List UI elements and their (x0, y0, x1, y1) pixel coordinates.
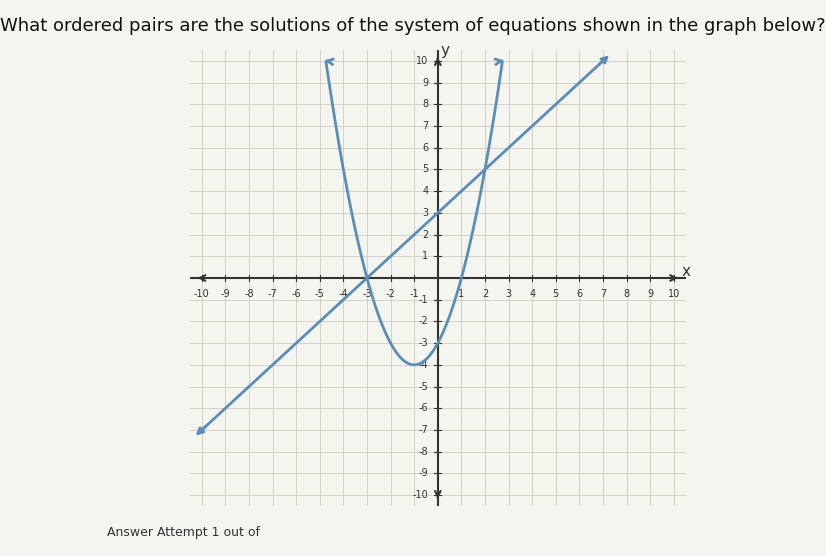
Text: -1: -1 (419, 295, 429, 305)
Text: -10: -10 (413, 490, 429, 500)
Text: -8: -8 (244, 289, 254, 299)
Text: -3: -3 (419, 338, 429, 348)
Text: -10: -10 (194, 289, 210, 299)
Text: 4: 4 (529, 289, 535, 299)
Text: -7: -7 (419, 425, 429, 435)
Text: -1: -1 (410, 289, 419, 299)
Text: -9: -9 (221, 289, 230, 299)
Text: -9: -9 (419, 468, 429, 478)
Text: What ordered pairs are the solutions of the system of equations shown in the gra: What ordered pairs are the solutions of … (0, 17, 826, 34)
Text: 10: 10 (667, 289, 680, 299)
Text: 7: 7 (422, 121, 429, 131)
Text: -6: -6 (419, 403, 429, 413)
Text: 6: 6 (422, 143, 429, 153)
Text: 4: 4 (422, 186, 429, 196)
Text: y: y (440, 43, 449, 57)
Text: -4: -4 (419, 360, 429, 370)
Text: 8: 8 (422, 100, 429, 110)
Text: 7: 7 (600, 289, 606, 299)
Text: 5: 5 (422, 165, 429, 175)
Text: -5: -5 (419, 381, 429, 391)
Text: 9: 9 (422, 78, 429, 88)
Text: x: x (681, 264, 690, 279)
Text: -2: -2 (419, 316, 429, 326)
Text: -8: -8 (419, 446, 429, 456)
Text: 9: 9 (647, 289, 653, 299)
Text: 2: 2 (482, 289, 488, 299)
Text: Answer Attempt 1 out of: Answer Attempt 1 out of (107, 527, 260, 539)
Text: 2: 2 (422, 230, 429, 240)
Text: 10: 10 (416, 56, 429, 66)
Text: 1: 1 (458, 289, 464, 299)
Text: -7: -7 (268, 289, 278, 299)
Text: 3: 3 (422, 208, 429, 218)
Text: -4: -4 (339, 289, 349, 299)
Text: 6: 6 (577, 289, 582, 299)
Text: 5: 5 (553, 289, 559, 299)
Text: 3: 3 (506, 289, 511, 299)
Text: 1: 1 (422, 251, 429, 261)
Text: -6: -6 (292, 289, 301, 299)
Text: -2: -2 (386, 289, 396, 299)
Text: -5: -5 (315, 289, 325, 299)
Text: 8: 8 (624, 289, 629, 299)
Text: -3: -3 (362, 289, 372, 299)
